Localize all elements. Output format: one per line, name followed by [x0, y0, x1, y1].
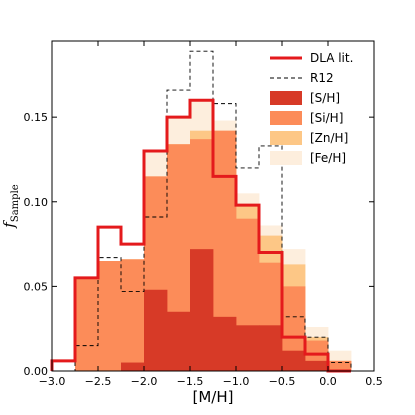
series-line-r12: [52, 50, 374, 372]
x-tick-label: −0.5: [269, 375, 296, 388]
x-tick-label: −1.0: [223, 375, 250, 388]
bar-sh: [213, 316, 237, 371]
bar-sh: [259, 325, 283, 371]
x-tick-label: −2.0: [131, 375, 158, 388]
legend-label: [S/H]: [310, 91, 340, 105]
legend-label: [Zn/H]: [310, 131, 348, 145]
legend-label: [Si/H]: [310, 111, 343, 125]
bar-sih: [328, 360, 352, 371]
bar-sh: [282, 350, 306, 371]
bar-sh: [167, 311, 191, 371]
bar-sh: [190, 249, 214, 371]
legend-label: R12: [310, 71, 334, 85]
legend-label: [Fe/H]: [310, 151, 346, 165]
y-axis-label-sub: Sample: [10, 184, 21, 222]
series-line-dla-lit-: [50, 98, 351, 373]
x-tick-label: 0.0: [319, 375, 337, 388]
x-tick-label: −1.5: [177, 375, 204, 388]
y-tick-label: 0.10: [24, 196, 49, 209]
plot-frame: [51, 40, 375, 372]
bar-sih: [282, 286, 306, 371]
legend-item: [Si/H]: [270, 111, 343, 125]
legend-item: [Zn/H]: [270, 131, 348, 145]
bar-sih: [213, 130, 237, 371]
legend-swatch: [270, 91, 302, 105]
legend-item: DLA lit.: [270, 51, 353, 65]
bar-sih: [75, 279, 99, 371]
legend-swatch: [270, 111, 302, 125]
legend-item: [Fe/H]: [270, 151, 346, 165]
legend-item: [S/H]: [270, 91, 340, 105]
y-axis-label-main: f: [0, 220, 18, 229]
bar-sh: [121, 362, 145, 371]
bars-layer: [75, 100, 352, 372]
x-tick-label: 0.5: [365, 375, 383, 388]
x-axis-label: [M/H]: [193, 388, 234, 406]
legend-swatch: [270, 151, 302, 165]
bar-sh: [305, 360, 329, 371]
bar-sh: [144, 289, 168, 371]
legend-label: DLA lit.: [310, 51, 353, 65]
y-axis-label: fSample: [0, 184, 21, 228]
bar-sh: [236, 325, 260, 371]
bar-sih: [121, 259, 145, 371]
y-tick-label: 0.05: [24, 280, 49, 293]
svg-text:fSample: fSample: [0, 184, 21, 228]
lines-layer: [50, 50, 374, 373]
legend: DLA lit. R12 [S/H] [Si/H] [Zn/H] [Fe/H]: [270, 51, 353, 165]
x-tick-label: −2.5: [85, 375, 112, 388]
legend-item: R12: [270, 71, 334, 85]
ticks-layer: −3.0 −2.5 −2.0 −1.5 −1.0 −0.5 0.0 0.5 0.00 0.05 0.…: [24, 41, 383, 388]
x-tick-label: −3.0: [39, 375, 66, 388]
bar-sih: [98, 261, 122, 371]
y-tick-label: 0.00: [24, 365, 49, 378]
y-tick-label: 0.15: [24, 111, 49, 124]
legend-swatch: [270, 131, 302, 145]
